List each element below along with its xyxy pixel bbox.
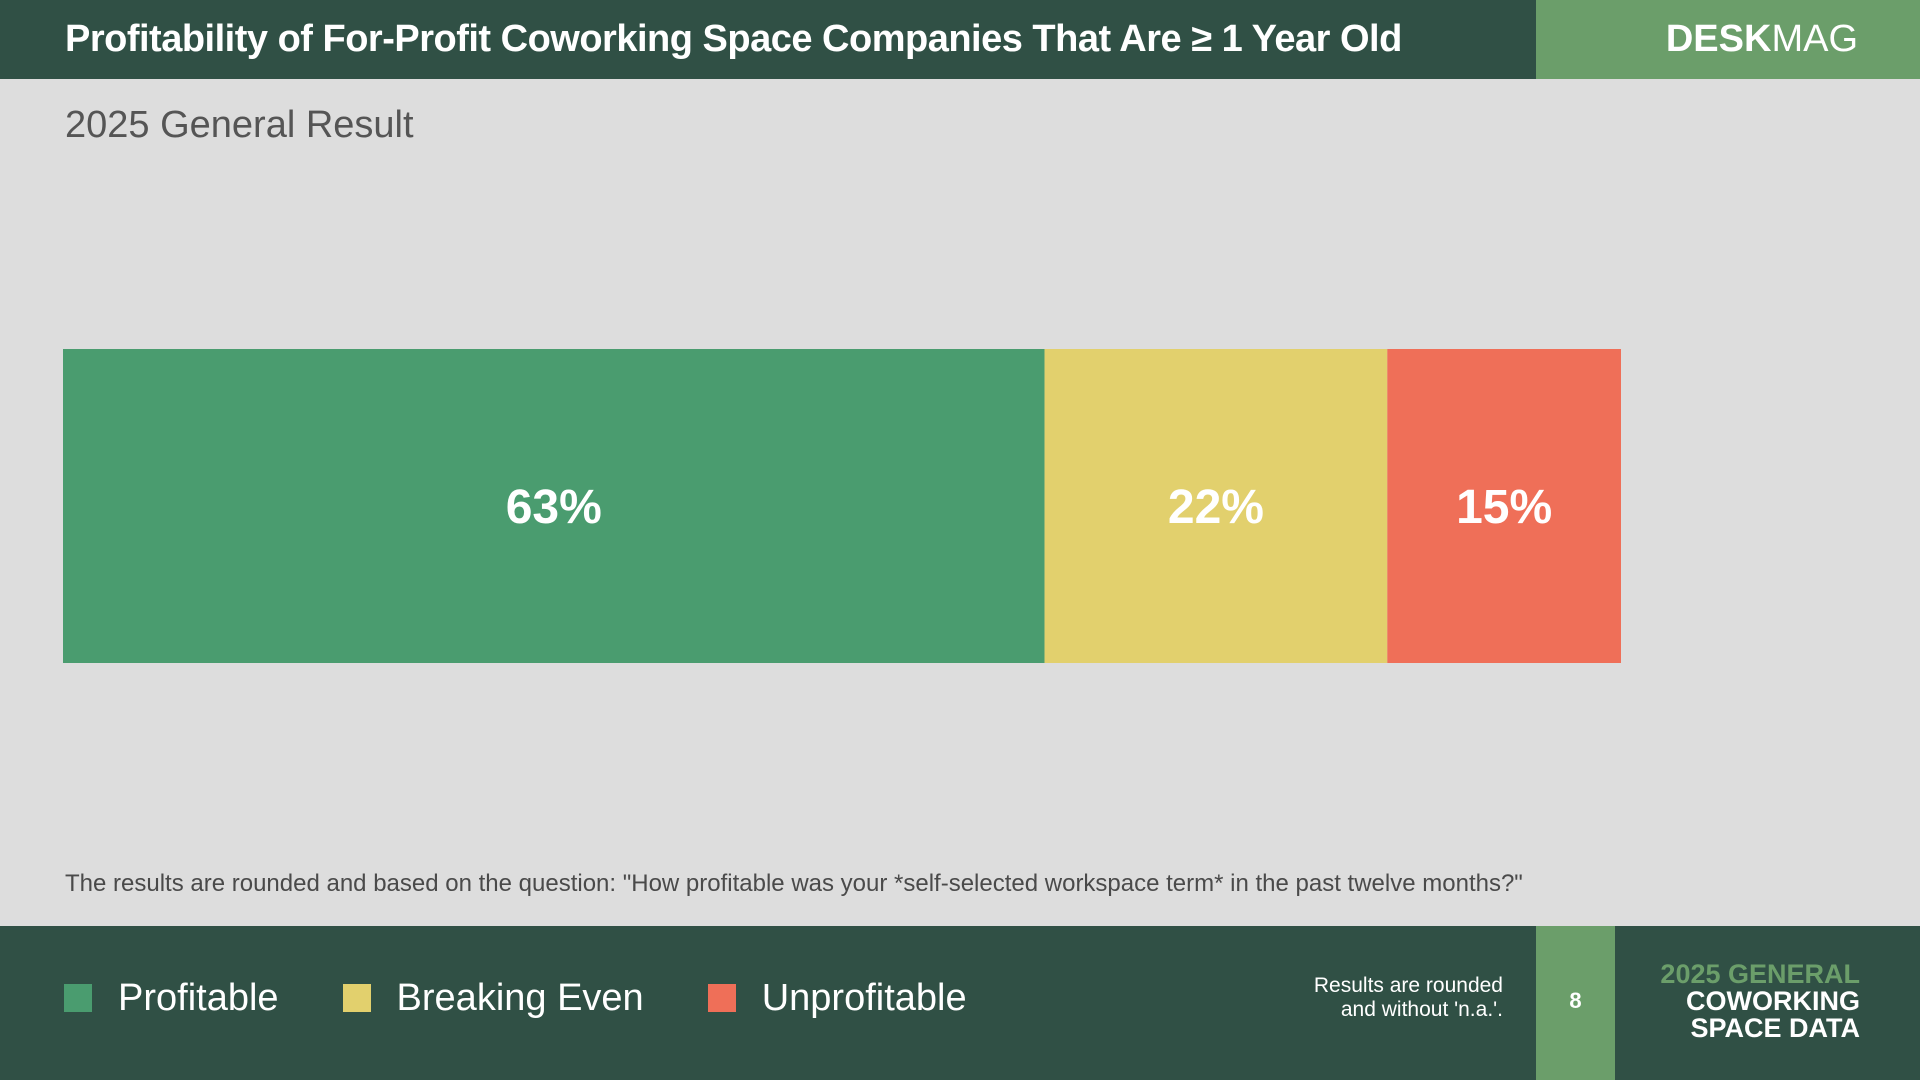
bar-segment-breaking-even <box>1044 349 1388 663</box>
bar-label-profitable: 63% <box>506 481 602 534</box>
footnote: The results are rounded and based on the… <box>65 870 1523 897</box>
bar-label-unprofitable: 15% <box>1456 481 1552 534</box>
brand-box: DESKMAG <box>1536 0 1920 79</box>
rounding-note-line1: Results are rounded <box>1313 974 1503 997</box>
legend-item-breaking-even: Breaking Even <box>342 976 644 1020</box>
bar-segment-unprofitable <box>1387 349 1621 663</box>
legend-label-unprofitable: Unprofitable <box>761 976 967 1019</box>
page-number-box: 8 <box>1536 926 1615 1080</box>
rounding-note-line2: and without 'n.a.'. <box>1340 998 1503 1021</box>
legend-swatch-unprofitable <box>707 984 736 1012</box>
report-brand-line1: 2025 GENERAL <box>1660 959 1860 989</box>
brand-logo: DESKMAG <box>1666 0 1858 79</box>
legend-swatch-profitable <box>64 984 92 1012</box>
footer-bar: Profitable Breaking Even Unprofitable Re… <box>0 926 1920 1080</box>
page-number: 8 <box>1569 988 1582 1013</box>
brand-logo-light: MAG <box>1771 18 1858 60</box>
rounding-note: Results are rounded and without 'n.a.'. <box>1314 974 1503 1022</box>
legend-item-unprofitable: Unprofitable <box>707 976 967 1020</box>
report-brand-line2: COWORKING <box>1686 986 1860 1016</box>
report-brand: 2025 GENERAL COWORKING SPACE DATA <box>1660 961 1860 1042</box>
brand-logo-bold: DESK <box>1665 18 1772 60</box>
page-title: Profitability of For-Profit Coworking Sp… <box>65 18 1402 60</box>
chart-subtitle: 2025 General Result <box>65 104 414 146</box>
legend-label-breaking-even: Breaking Even <box>396 976 644 1019</box>
bar-label-breaking-even: 22% <box>1168 481 1264 534</box>
legend-swatch-breaking-even <box>342 984 371 1012</box>
report-brand-line3: SPACE DATA <box>1690 1013 1860 1043</box>
bar-segment-profitable <box>63 349 1045 663</box>
legend: Profitable Breaking Even Unprofitable <box>64 926 1031 1070</box>
legend-label-profitable: Profitable <box>118 976 279 1019</box>
header-bar: Profitability of For-Profit Coworking Sp… <box>0 0 1920 79</box>
legend-item-profitable: Profitable <box>64 977 279 1020</box>
